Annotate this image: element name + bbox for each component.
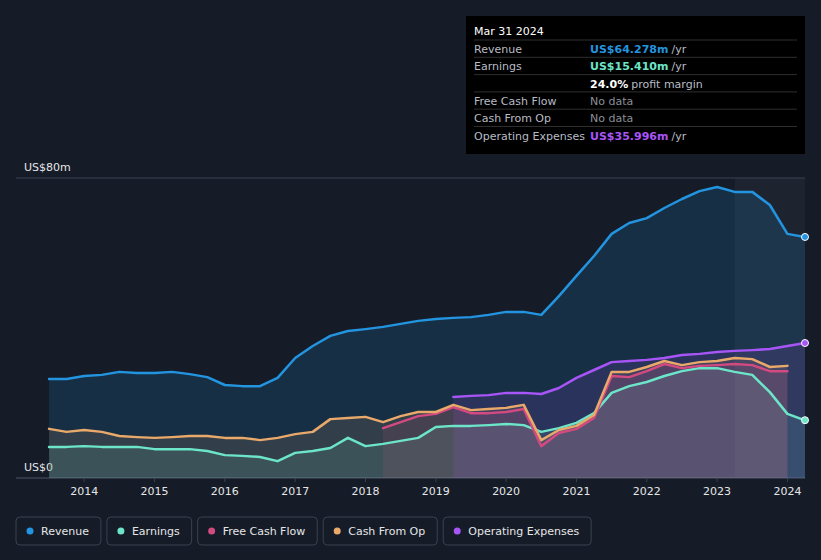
tooltip-separator — [474, 74, 797, 75]
x-tick-label: 2023 — [703, 485, 731, 498]
tooltip-value: US$15.410m/yr — [590, 60, 687, 73]
tooltip-box — [466, 16, 805, 154]
series-line — [49, 187, 805, 386]
legend-item-box — [443, 517, 591, 545]
series-area — [453, 343, 805, 478]
y-tick-label: US$80m — [24, 161, 71, 174]
legend-label: Cash From Op — [348, 525, 425, 538]
tooltip-label: Earnings — [474, 60, 522, 73]
background — [0, 0, 821, 560]
series-area — [49, 187, 805, 478]
tooltip-separator — [474, 126, 797, 127]
x-tick-label: 2024 — [773, 485, 801, 498]
legend-item-box — [198, 517, 318, 545]
tooltip-value: 24.0%profit margin — [590, 78, 703, 91]
tooltip-value: No data — [590, 112, 633, 125]
end-point — [802, 417, 809, 424]
x-tick-label: 2020 — [492, 485, 520, 498]
x-tick-label: 2017 — [281, 485, 309, 498]
tooltip-label: Free Cash Flow — [474, 95, 557, 108]
legend-label: Earnings — [132, 525, 180, 538]
legend-swatch — [27, 528, 34, 535]
x-tick — [506, 478, 507, 482]
legend-swatch — [117, 528, 124, 535]
legend-swatch — [334, 528, 341, 535]
legend-item-box — [107, 517, 192, 545]
x-tick-label: 2015 — [141, 485, 169, 498]
tooltip-value-text: 24.0% — [590, 78, 628, 91]
tooltip-title: Mar 31 2024 — [474, 25, 544, 38]
tooltip-value: US$64.278m/yr — [590, 43, 687, 56]
x-tick — [717, 478, 718, 482]
series-line — [49, 358, 787, 440]
legend-swatch — [208, 528, 215, 535]
x-tick-label: 2021 — [562, 485, 590, 498]
series-line — [453, 343, 805, 397]
tooltip-unit: /yr — [671, 130, 686, 143]
tooltip-value-text: No data — [590, 95, 633, 108]
x-tick — [576, 478, 577, 482]
tooltip-separator — [474, 40, 797, 41]
x-tick — [295, 478, 296, 482]
tooltip-value: US$35.996m/yr — [590, 130, 687, 143]
legend: Revenue Earnings Free Cash Flow Cash From O… — [16, 517, 591, 545]
tooltip-separator — [474, 57, 797, 58]
x-tick-label: 2014 — [70, 485, 98, 498]
x-tick-label: 2022 — [633, 485, 661, 498]
tooltip-unit: /yr — [671, 60, 686, 73]
end-point — [802, 233, 809, 240]
legend-swatch — [454, 528, 461, 535]
tooltip-value-text: US$64.278m — [590, 43, 668, 56]
legend-label: Revenue — [41, 525, 89, 538]
tooltip-value-text: US$35.996m — [590, 130, 668, 143]
tooltip-separator — [474, 91, 797, 92]
legend-label: Free Cash Flow — [223, 525, 306, 538]
tooltip-unit: profit margin — [631, 78, 703, 91]
y-tick-label: US$0 — [24, 461, 53, 474]
x-tick — [154, 478, 155, 482]
plot-area — [49, 187, 805, 478]
tooltip-label: Cash From Op — [474, 112, 551, 125]
x-tick — [435, 478, 436, 482]
tooltip-value: No data — [590, 95, 633, 108]
tooltip-label: Operating Expenses — [474, 130, 585, 143]
grid-line — [16, 178, 805, 179]
end-point — [802, 340, 809, 347]
x-tick — [84, 478, 85, 482]
x-tick — [224, 478, 225, 482]
x-tick — [787, 478, 788, 482]
legend-item-box — [323, 517, 437, 545]
legend-label: Operating Expenses — [468, 525, 579, 538]
legend-item-box — [16, 517, 101, 545]
x-tick-label: 2016 — [211, 485, 239, 498]
series-line — [383, 364, 787, 446]
tooltip-label: Revenue — [474, 43, 522, 56]
tooltip-separator — [474, 109, 797, 110]
tooltip-value-text: US$15.410m — [590, 60, 668, 73]
tooltip-value-text: No data — [590, 112, 633, 125]
chart: US$0 US$80m 2014 2015 2016 2017 2018 2019 2020 20… — [0, 0, 821, 560]
x-tick-label: 2018 — [351, 485, 379, 498]
tooltip-unit: /yr — [671, 43, 686, 56]
x-tick-label: 2019 — [422, 485, 450, 498]
x-tick — [365, 478, 366, 482]
x-tick — [646, 478, 647, 482]
